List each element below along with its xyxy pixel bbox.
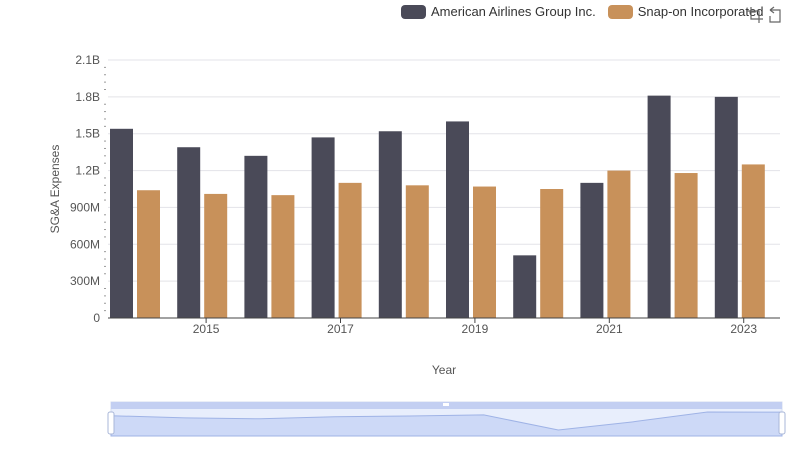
bars [110, 95, 765, 318]
x-tick-label: 2023 [730, 322, 757, 336]
bar-american-airlines-2017 [311, 137, 335, 318]
y-tick-label: 1.5B [75, 127, 100, 141]
zoom-icon[interactable] [746, 6, 764, 24]
y-tick-label: 900M [70, 200, 100, 214]
legend: American Airlines Group Inc. Snap-on Inc… [401, 4, 776, 19]
y-axis-ticks: 0 300M 600M 900M 1.2B 1.5B 1.8B 2.1B [70, 53, 106, 325]
y-tick-label: 2.1B [75, 53, 100, 67]
bar-american-airlines-2022 [647, 95, 671, 318]
data-zoom-preview-area [110, 411, 783, 437]
x-axis-ticks: 2015 2017 2019 2021 2023 [193, 318, 757, 336]
legend-swatch-snap-on [607, 4, 633, 19]
x-tick-label: 2021 [596, 322, 623, 336]
bar-american-airlines-2019 [446, 121, 469, 318]
bar-snap-on-2020 [540, 189, 564, 318]
bar-american-airlines-2021 [580, 182, 604, 318]
bar-snap-on-2019 [473, 186, 496, 318]
x-tick-label: 2017 [327, 322, 354, 336]
x-tick-label: 2019 [462, 322, 489, 336]
bar-snap-on-2021 [607, 170, 631, 318]
y-tick-label: 600M [70, 237, 100, 251]
bar-snap-on-2017 [338, 182, 362, 318]
y-tick-label: 1.8B [75, 90, 100, 104]
data-zoom-handle-right [778, 411, 786, 435]
bar-american-airlines-2015 [177, 147, 201, 318]
bar-snap-on-2023 [741, 164, 765, 318]
data-zoom-handle-left [107, 411, 115, 435]
legend-item-snap-on[interactable]: Snap-on Incorporated [607, 4, 764, 19]
bar-american-airlines-2018 [378, 131, 402, 318]
bar-american-airlines-2023 [714, 96, 738, 318]
data-zoom-grip [443, 403, 449, 406]
legend-label-snap-on: Snap-on Incorporated [637, 4, 764, 19]
bar-snap-on-2014 [137, 190, 160, 318]
x-tick-label: 2015 [193, 322, 220, 336]
y-tick-label: 300M [70, 274, 100, 288]
y-tick-label: 1.2B [75, 164, 100, 178]
bar-snap-on-2022 [674, 173, 698, 318]
data-zoom-slider[interactable] [107, 401, 786, 437]
bar-snap-on-2018 [405, 185, 429, 318]
bar-american-airlines-2014 [110, 128, 133, 318]
legend-item-american-airlines[interactable]: American Airlines Group Inc. [401, 4, 596, 19]
legend-swatch-american-airlines [401, 4, 426, 19]
y-axis-label: SG&A Expenses [48, 145, 62, 234]
bar-snap-on-2016 [271, 195, 295, 318]
bar-american-airlines-2016 [244, 155, 268, 318]
x-axis-label: Year [432, 363, 456, 377]
bar-american-airlines-2020 [513, 255, 537, 318]
restore-icon[interactable] [766, 6, 784, 24]
bar-snap-on-2015 [204, 193, 228, 318]
y-tick-label: 0 [93, 311, 100, 325]
legend-label-american-airlines: American Airlines Group Inc. [431, 4, 596, 19]
toolbox [746, 6, 786, 24]
